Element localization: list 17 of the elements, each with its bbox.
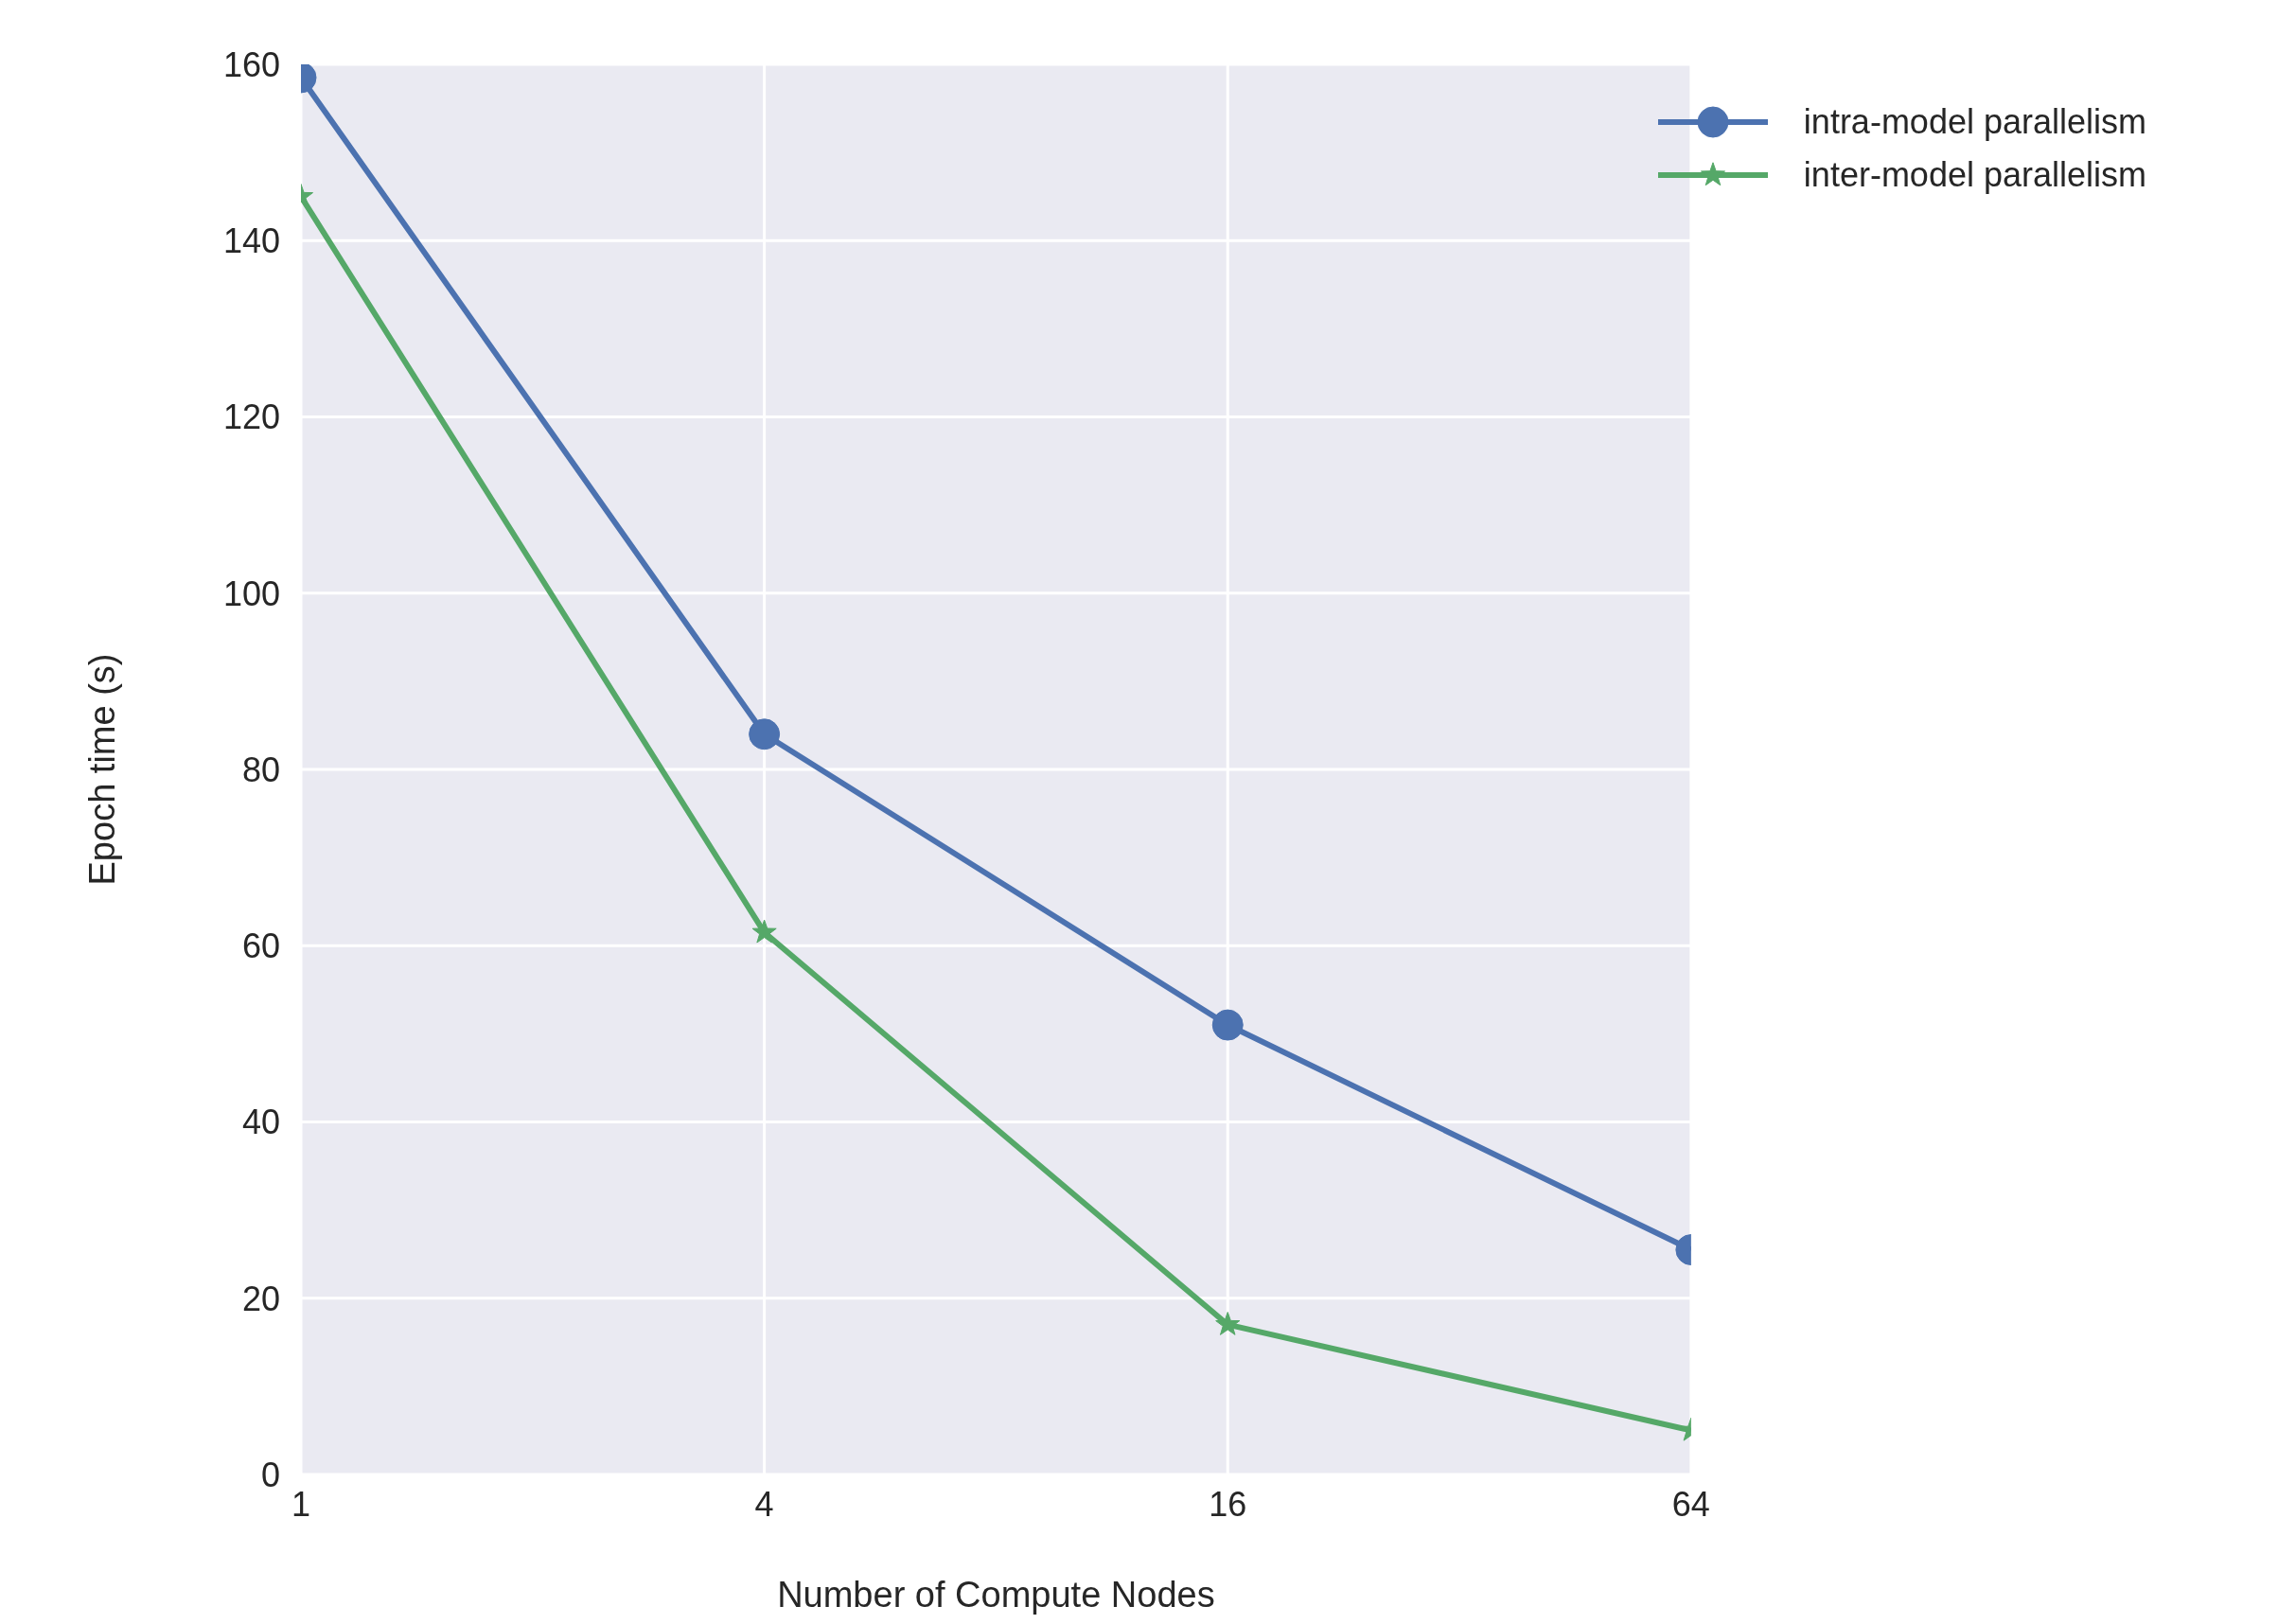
y-tick-label: 80 [241,750,280,789]
y-tick-label: 60 [241,927,280,966]
legend-label: inter-model parallelism [1803,155,2146,195]
y-axis-title: Epoch time (s) [82,653,123,886]
x-tick-label: 1 [291,1484,311,1524]
y-tick-label: 100 [222,574,280,613]
y-tick-label: 120 [222,397,280,437]
y-tick-label: 140 [222,221,280,261]
x-axis-title: Number of Compute Nodes [777,1575,1215,1615]
y-tick-label: 0 [260,1455,280,1494]
x-tick-label: 4 [754,1484,774,1524]
x-tick-label: 16 [1209,1484,1247,1524]
y-tick-label: 160 [222,44,280,84]
y-tick-label: 20 [241,1279,280,1318]
y-tick-label: 40 [241,1103,280,1142]
legend-label: intra-model parallelism [1803,102,2146,142]
x-tick-label: 64 [1671,1484,1710,1524]
